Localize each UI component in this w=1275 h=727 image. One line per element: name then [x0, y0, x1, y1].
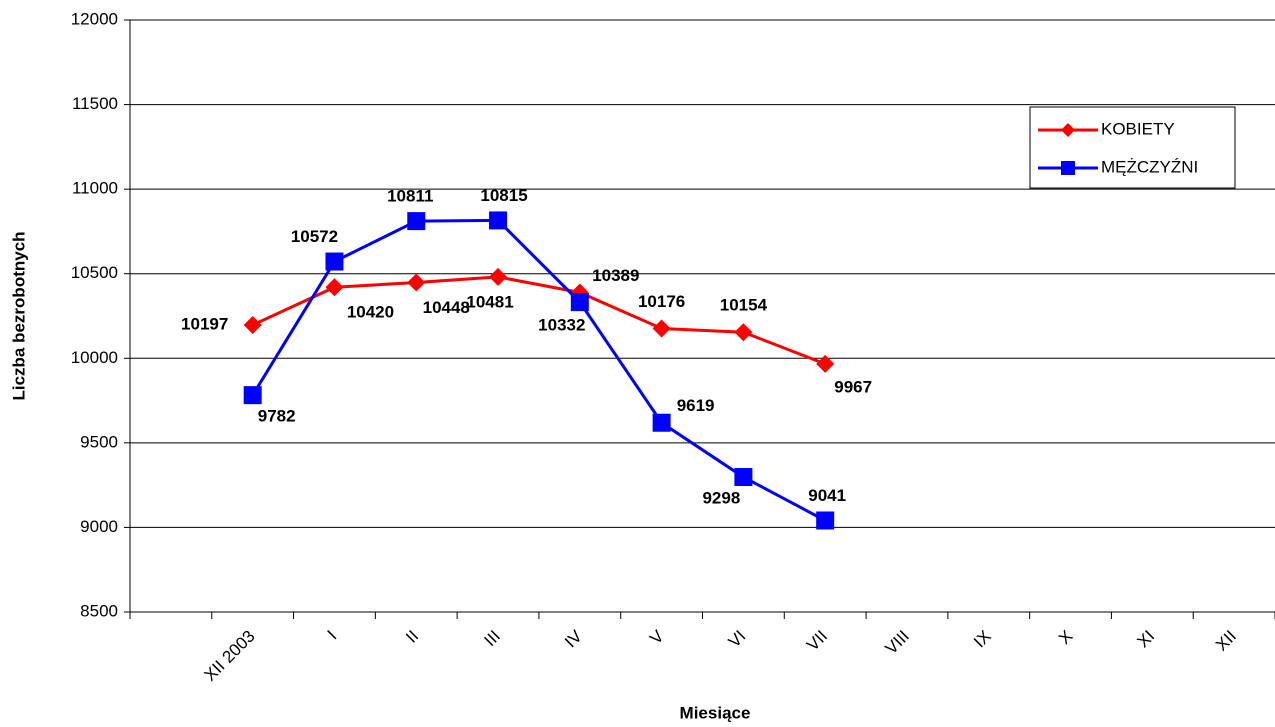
marker [734, 323, 753, 342]
x-tick-label: V [646, 626, 668, 648]
data-label: 10811 [387, 187, 433, 206]
data-label: 10481 [466, 292, 513, 311]
marker [243, 386, 262, 405]
y-tick-label: 10000 [71, 348, 118, 367]
marker [570, 293, 589, 312]
data-label: 9619 [677, 396, 715, 415]
marker [734, 468, 753, 487]
y-tick-label: 11000 [72, 179, 118, 198]
y-tick-label: 8500 [80, 601, 118, 620]
x-tick-label: IV [561, 626, 586, 651]
data-label: 9041 [808, 486, 846, 505]
x-tick-label: XII [1212, 627, 1240, 655]
x-axis-title: Miesiące [680, 703, 751, 722]
y-axis-title: Liczba bezrobotnych [9, 231, 28, 400]
data-label: 9782 [258, 407, 296, 426]
legend-label: KOBIETY [1101, 119, 1175, 138]
y-tick-label: 12000 [71, 9, 118, 28]
marker [489, 267, 508, 286]
marker [407, 273, 426, 292]
data-label: 10176 [638, 292, 685, 311]
legend: KOBIETY MĘŻCZYŹNI [1029, 106, 1236, 189]
marker [816, 511, 835, 530]
marker [489, 211, 508, 230]
x-tick-label: VII [803, 627, 831, 655]
marker [325, 252, 344, 271]
y-tick-label: 11500 [72, 94, 118, 113]
y-tick-label: 9000 [80, 517, 118, 536]
legend-label: MĘŻCZYŹNI [1101, 157, 1198, 176]
y-tick-label: 10500 [71, 263, 118, 282]
marker [652, 319, 671, 338]
x-tick-label: XII 2003 [200, 627, 258, 685]
marker [325, 278, 344, 297]
legend-marker [1061, 161, 1075, 175]
data-label: 10332 [538, 316, 585, 335]
data-label: 9967 [834, 377, 872, 396]
y-tick-label: 9500 [80, 432, 118, 451]
data-label: 10389 [592, 266, 639, 285]
data-label: 10154 [720, 296, 768, 315]
x-tick-label: VIII [881, 627, 912, 658]
data-label: 10448 [423, 298, 470, 317]
data-label: 9298 [702, 489, 740, 508]
x-tick-label: IX [970, 627, 995, 652]
series: 9782 10572 10811 10815 10332 9619 9298 9041 [243, 186, 846, 530]
x-tick-label: III [481, 627, 504, 650]
legend-marker [1061, 123, 1075, 137]
marker [816, 354, 835, 373]
series-line [252, 275, 826, 366]
x-tick-label: VI [725, 627, 750, 652]
x-tick-label: X [1055, 627, 1076, 648]
x-tick-label: I [324, 627, 341, 644]
marker [243, 315, 262, 334]
data-label: 10197 [181, 314, 228, 333]
data-label: 10420 [347, 303, 394, 322]
x-tick-label: XI [1134, 627, 1159, 652]
series-line [251, 218, 826, 522]
x-tick-label: II [402, 627, 422, 647]
marker [407, 212, 426, 231]
data-label: 10572 [291, 227, 338, 246]
data-label: 10815 [480, 186, 527, 205]
marker [652, 413, 671, 432]
